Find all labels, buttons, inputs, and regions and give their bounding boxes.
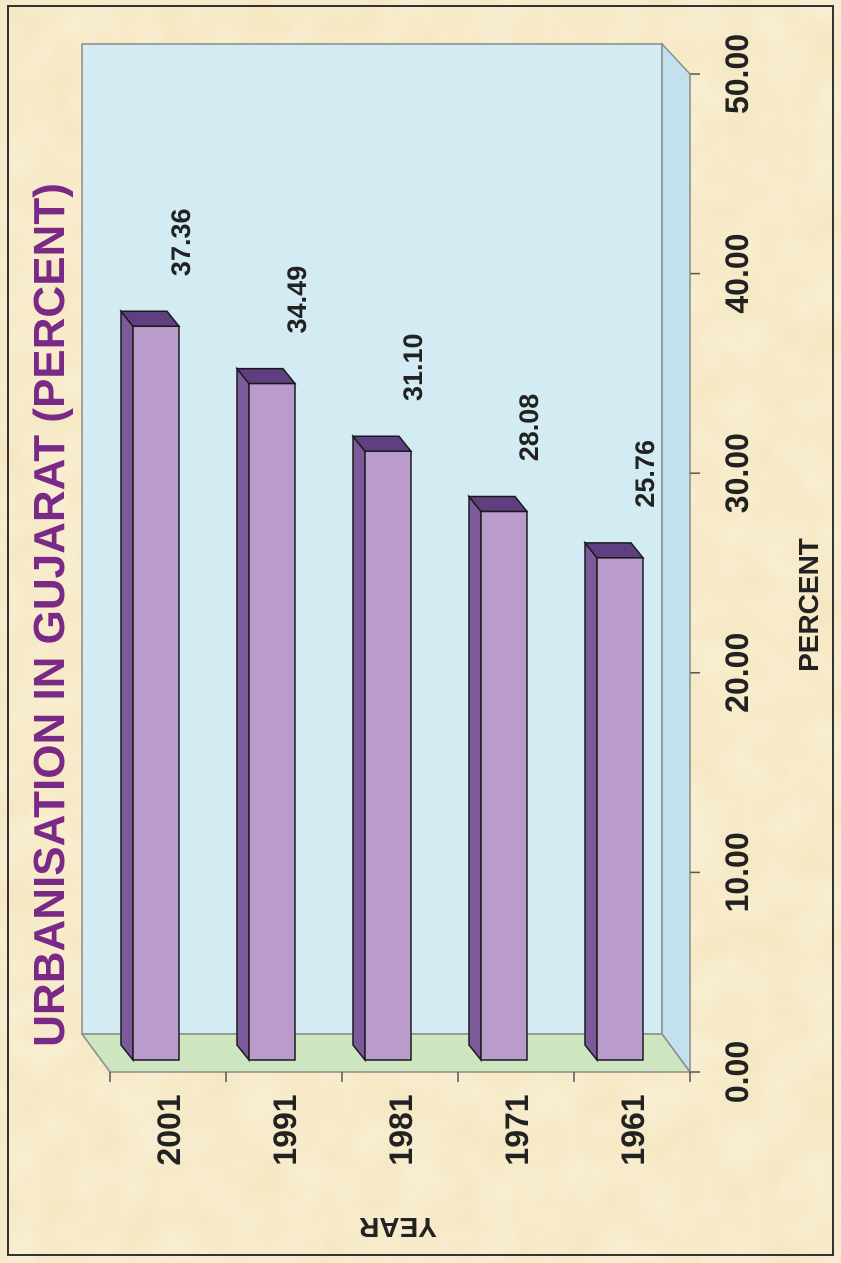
axis-ticks [109,73,700,1082]
x-axis-label: YEAR [359,1212,437,1243]
y-tick-label: 30.00 [719,433,755,513]
x-tick-label: 1961 [615,1094,651,1165]
bar-side [584,540,598,1063]
bar-side [468,494,482,1063]
chart-border [7,5,834,1256]
y-tick-label: 40.00 [719,234,755,314]
data-label: 28.08 [514,394,544,462]
bar [596,557,644,1061]
data-label: 37.36 [166,209,196,277]
bar-side [236,366,250,1063]
plot-right-wall [661,42,691,1075]
chart-text: 0.00 10.00 20.00 30.00 40.00 50.00 37.36 2001 34… [25,34,824,1243]
x-tick-label: 1971 [499,1094,535,1165]
bar [248,382,296,1061]
y-tick-label: 10.00 [719,832,755,912]
bars [119,309,645,1063]
y-axis-label: PERCENT [793,538,824,672]
data-label: 34.49 [282,266,312,334]
bar-side [120,309,134,1063]
bar [132,325,180,1061]
y-tick-label: 20.00 [719,633,755,713]
chart-title: URBANISATION IN GUJARAT (PERCENT) [25,183,74,1047]
bar [364,450,412,1061]
x-tick-label: 2001 [151,1094,187,1165]
bar-side [352,434,366,1063]
bar [480,510,528,1061]
x-tick-label: 1991 [267,1094,303,1165]
data-label: 25.76 [630,440,660,508]
x-tick-label: 1981 [383,1094,419,1165]
y-tick-label: 50.00 [719,34,755,114]
data-label: 31.10 [398,333,428,401]
y-tick-label: 0.00 [719,1041,755,1103]
